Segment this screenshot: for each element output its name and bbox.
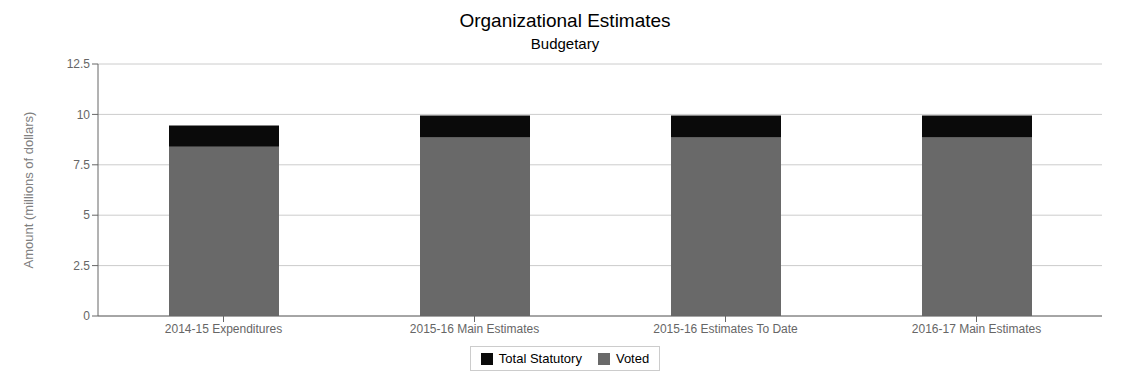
svg-text:Amount (millions of dollars): Amount (millions of dollars) (21, 112, 36, 269)
svg-text:5: 5 (83, 208, 90, 222)
svg-text:2015-16 Main Estimates: 2015-16 Main Estimates (410, 322, 539, 336)
html-text:Voted: Voted (615, 351, 650, 366)
svg-text:10: 10 (77, 108, 91, 122)
svg-text:12.5: 12.5 (67, 57, 91, 71)
html-text:Total Statutory: Total Statutory (498, 351, 582, 366)
svg-text:2014-15 Expenditures: 2014-15 Expenditures (165, 322, 282, 336)
svg-text:2016-17 Main Estimates: 2016-17 Main Estimates (912, 322, 1041, 336)
svg-text:2015-16 Estimates To Date: 2015-16 Estimates To Date (653, 322, 798, 336)
svg-text:0: 0 (83, 309, 90, 323)
svg-text:2.5: 2.5 (73, 259, 90, 273)
html-text:Organizational Estimates: Organizational Estimates (459, 10, 671, 31)
html-text:Budgetary: Budgetary (530, 35, 600, 52)
svg-text:7.5: 7.5 (73, 158, 90, 172)
